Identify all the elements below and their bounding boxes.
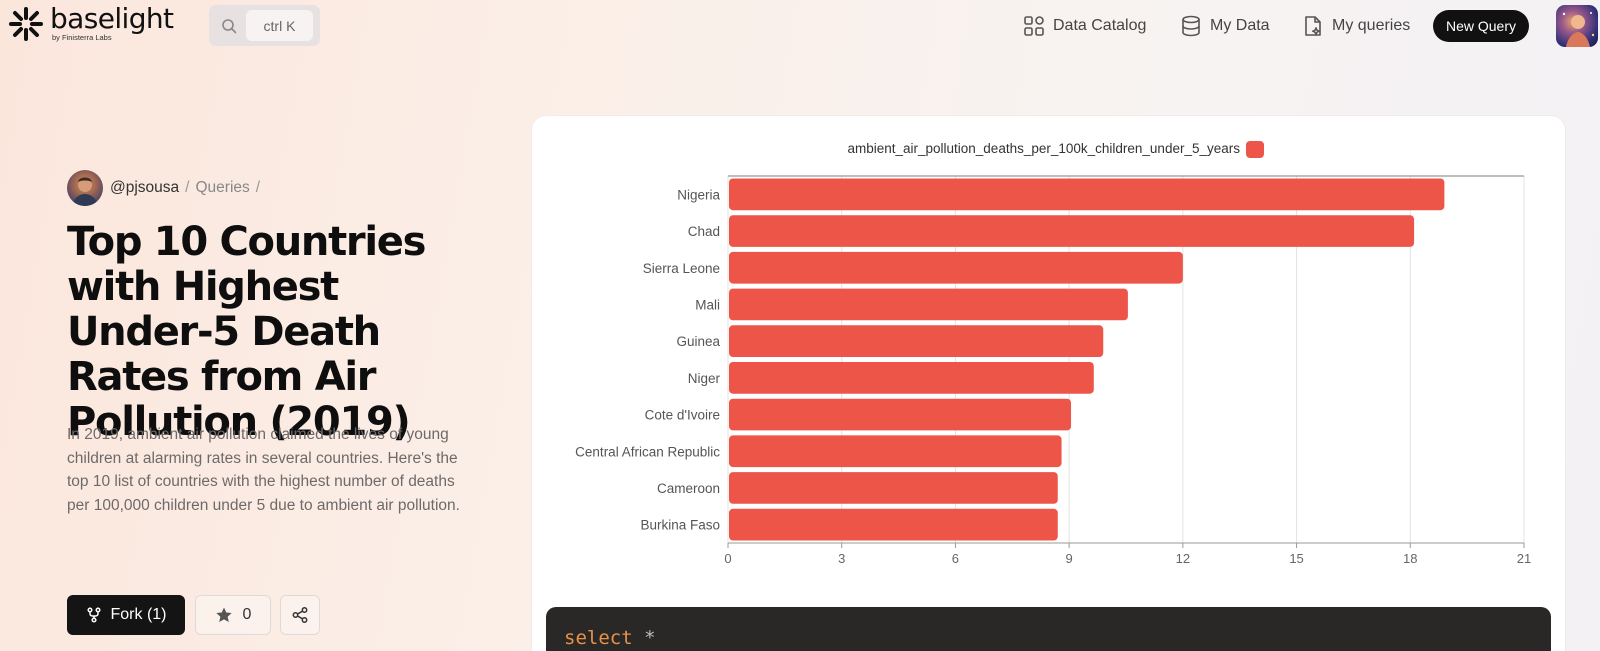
query-description: In 2019, ambient air pollution claimed t… [67, 426, 460, 514]
x-tick-label: 18 [1403, 551, 1417, 566]
x-tick-label: 0 [724, 551, 731, 566]
brand-name: baselight [50, 2, 174, 35]
x-tick-label: 15 [1289, 551, 1303, 566]
star-button[interactable]: 0 [195, 595, 271, 635]
nav-my-queries-label: My queries [1332, 17, 1411, 34]
nav-data-catalog-label: Data Catalog [1053, 17, 1147, 34]
sparkle-logo-icon [9, 7, 43, 41]
y-category-label: Central African Republic [575, 444, 720, 459]
user-avatar[interactable] [1556, 5, 1598, 47]
page-title: Top 10 Countries with Highest Under-5 De… [67, 219, 426, 445]
x-tick-label: 3 [838, 551, 845, 566]
bar [729, 508, 1058, 541]
sql-wildcard: * [644, 627, 656, 649]
bar [729, 472, 1058, 504]
fork-button[interactable]: Fork (1) [67, 595, 185, 635]
y-category-label: Burkina Faso [640, 518, 720, 533]
logo[interactable]: baselight by Finisterra Labs [8, 2, 174, 42]
star-count: 0 [242, 606, 252, 623]
y-category-label: Mali [695, 297, 720, 312]
nav-my-queries[interactable]: My queries [1302, 13, 1410, 39]
fork-label: Fork (1) [110, 606, 167, 623]
y-category-label: Guinea [676, 334, 720, 349]
author-avatar[interactable] [67, 170, 103, 206]
fork-icon [86, 607, 101, 623]
avatar-illustration-icon [1562, 12, 1595, 47]
bar [729, 288, 1128, 321]
search-shortcut: ctrl K [246, 10, 313, 41]
breadcrumb-queries[interactable]: Queries [195, 179, 250, 196]
bar [729, 215, 1415, 247]
query-file-icon [1305, 16, 1321, 36]
sql-editor[interactable]: select * [546, 607, 1551, 651]
y-category-label: Niger [688, 371, 721, 386]
breadcrumb-separator: / [255, 179, 261, 196]
x-tick-label: 21 [1517, 551, 1531, 566]
search-icon [222, 18, 237, 33]
star-icon [215, 607, 232, 623]
database-icon [1182, 15, 1200, 37]
search-button[interactable]: ctrl K [209, 5, 320, 46]
share-button[interactable] [280, 595, 320, 635]
bar [729, 362, 1094, 394]
sql-keyword: select [564, 627, 633, 649]
new-query-button[interactable]: New Query [1433, 10, 1529, 42]
grid-icon [1024, 16, 1044, 36]
bar-chart: 0 3 6 9 12 15 18 21 Nigeria Chad Sierra Leone Mali G… [575, 141, 1531, 566]
author-photo-icon [72, 177, 98, 206]
bar [729, 325, 1104, 357]
x-tick-label: 9 [1066, 551, 1073, 566]
nav-my-data[interactable]: My Data [1180, 13, 1270, 39]
chart-card: 0 3 6 9 12 15 18 21 Nigeria Chad Sierra Leone Mali G… [532, 116, 1565, 651]
nav-data-catalog[interactable]: Data Catalog [1023, 13, 1146, 39]
y-category-label: Sierra Leone [643, 261, 720, 276]
bar [729, 178, 1445, 211]
breadcrumb: @pjsousa / Queries / [67, 170, 266, 206]
y-category-label: Cameroon [657, 481, 720, 496]
legend-label: ambient_air_pollution_deaths_per_100k_ch… [847, 141, 1240, 156]
y-category-label: Nigeria [677, 187, 720, 202]
x-tick-label: 6 [952, 551, 959, 566]
y-category-label: Chad [688, 224, 720, 239]
brand-tagline: by Finisterra Labs [52, 33, 112, 42]
bar [729, 398, 1072, 431]
nav-my-data-label: My Data [1210, 17, 1270, 34]
top-nav: baselight by Finisterra Labs ctrl K Data… [0, 0, 1600, 52]
legend-swatch [1246, 141, 1264, 158]
x-tick-label: 12 [1176, 551, 1190, 566]
bar [729, 435, 1062, 468]
breadcrumb-user[interactable]: @pjsousa [110, 179, 180, 196]
bar [729, 251, 1183, 284]
query-actions: Fork (1) 0 [67, 595, 320, 635]
y-category-label: Cote d'Ivoire [645, 408, 720, 423]
share-icon [292, 607, 308, 623]
breadcrumb-separator: / [185, 179, 190, 196]
